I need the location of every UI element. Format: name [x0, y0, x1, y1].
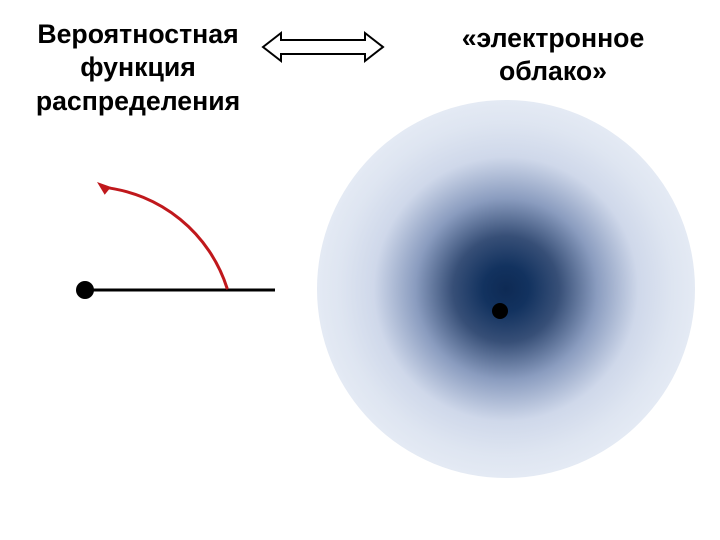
- electron-cloud: [317, 100, 695, 483]
- probability-diagram: [55, 160, 295, 335]
- title-right: «электронное облако»: [428, 22, 678, 89]
- title-left: Вероятностная функция распределения: [28, 18, 248, 118]
- diagram-canvas: Вероятностная функция распределения «эле…: [0, 0, 720, 540]
- double-arrow: [258, 22, 388, 77]
